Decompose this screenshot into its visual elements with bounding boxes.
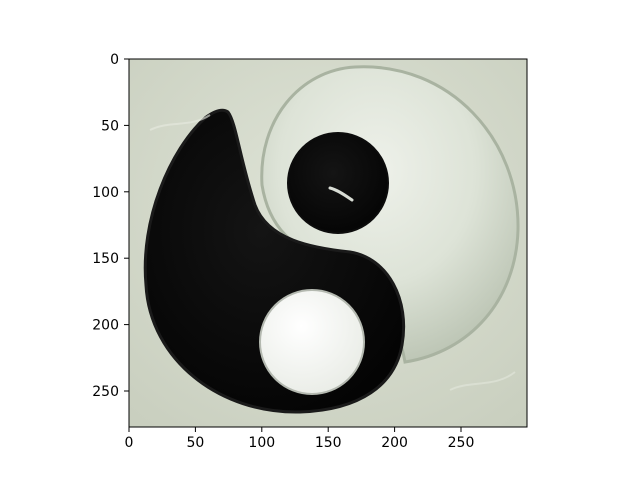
yin-yang-photo — [129, 59, 527, 427]
paper-texture — [149, 114, 211, 131]
y-tick-label: 50 — [101, 118, 119, 134]
y-tick-label: 150 — [92, 251, 119, 267]
dot-highlight — [328, 186, 354, 202]
x-tick-label: 150 — [315, 435, 342, 451]
dark-dot — [287, 132, 389, 234]
x-tick-label: 100 — [248, 435, 275, 451]
y-tick-label: 100 — [92, 185, 119, 201]
y-tick-label: 200 — [92, 318, 119, 334]
x-tick-label: 0 — [125, 435, 134, 451]
paper-texture — [449, 371, 516, 391]
light-dot — [259, 289, 365, 395]
y-tick-label: 250 — [92, 384, 119, 400]
y-axis: 0 50 100 150 200 250 — [92, 52, 129, 400]
x-axis: 0 50 100 150 200 250 — [125, 427, 475, 451]
y-tick-label: 0 — [110, 52, 119, 68]
x-tick-label: 200 — [381, 435, 408, 451]
x-tick-label: 250 — [448, 435, 475, 451]
x-tick-label: 50 — [186, 435, 204, 451]
